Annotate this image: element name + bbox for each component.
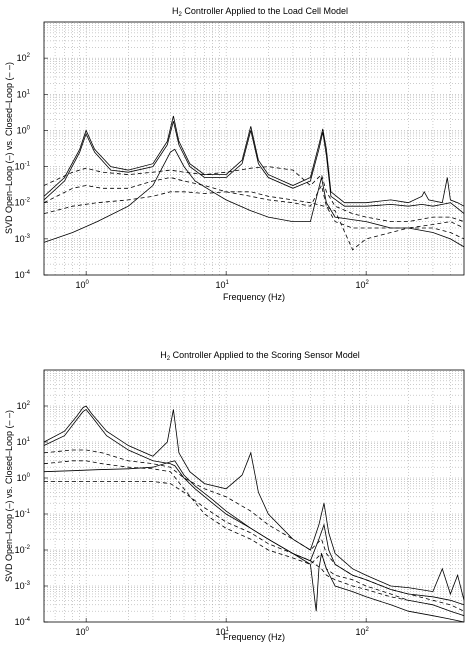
series-line-2 [43, 148, 465, 248]
series-line-1 [43, 121, 465, 214]
y-tick-label: 102 [17, 53, 31, 63]
y-tick-label: 10-1 [15, 162, 31, 172]
y-tick-label: 101 [17, 89, 31, 99]
y-tick-label: 102 [17, 401, 31, 411]
ticks: 100 101 102 10-4 10-3 10-2 10-1 100 101 102 [15, 401, 370, 637]
x-axis-label: Frequency (Hz) [223, 292, 285, 302]
y-tick-label: 100 [17, 473, 31, 483]
x-tick-label: 102 [355, 627, 369, 637]
y-tick-label: 101 [17, 437, 31, 447]
y-tick-label: 10-2 [15, 198, 31, 208]
series-line-5 [43, 191, 465, 251]
chart-title: H2 Controller Applied to the Scoring Sen… [160, 350, 359, 362]
y-tick-label: 10-2 [15, 545, 31, 555]
x-tick-label: 101 [215, 627, 229, 637]
series-group [43, 115, 465, 251]
ticks: 100 101 102 10-4 10-3 10-2 10-1 100 101 102 [15, 53, 370, 290]
series-line-3 [43, 449, 465, 612]
grid [44, 22, 464, 275]
y-axis-label: SVD Open–Loop (–) vs. Closed–Loop (– –) [4, 410, 14, 582]
x-tick-label: 101 [215, 280, 229, 290]
y-tick-label: 10-1 [15, 509, 31, 519]
grid [44, 370, 464, 622]
series-group [43, 405, 465, 623]
chart-scoring-sensor: H2 Controller Applied to the Scoring Sen… [4, 350, 465, 642]
y-tick-label: 100 [17, 125, 31, 135]
x-tick-label: 100 [75, 280, 89, 290]
x-tick-label: 100 [75, 627, 89, 637]
series-line-4 [43, 460, 465, 617]
series-line-1 [43, 408, 465, 606]
plot-frame [43, 369, 465, 623]
y-axis-label: SVD Open–Loop (–) vs. Closed–Loop (– –) [4, 62, 14, 234]
y-tick-label: 10-4 [15, 617, 31, 627]
series-line-5 [44, 481, 465, 617]
y-tick-label: 10-3 [15, 581, 31, 591]
series-line-0 [43, 405, 465, 601]
x-axis-label: Frequency (Hz) [223, 632, 285, 642]
series-line-0 [43, 115, 465, 207]
x-tick-label: 102 [355, 280, 369, 290]
series-line-3 [43, 166, 465, 223]
y-tick-label: 10-3 [15, 234, 31, 244]
chart-load-cell: H2 Controller Applied to the Load Cell M… [4, 6, 465, 302]
chart-title: H2 Controller Applied to the Load Cell M… [172, 6, 348, 18]
y-tick-label: 10-4 [15, 270, 31, 280]
plot-frame [43, 21, 465, 276]
